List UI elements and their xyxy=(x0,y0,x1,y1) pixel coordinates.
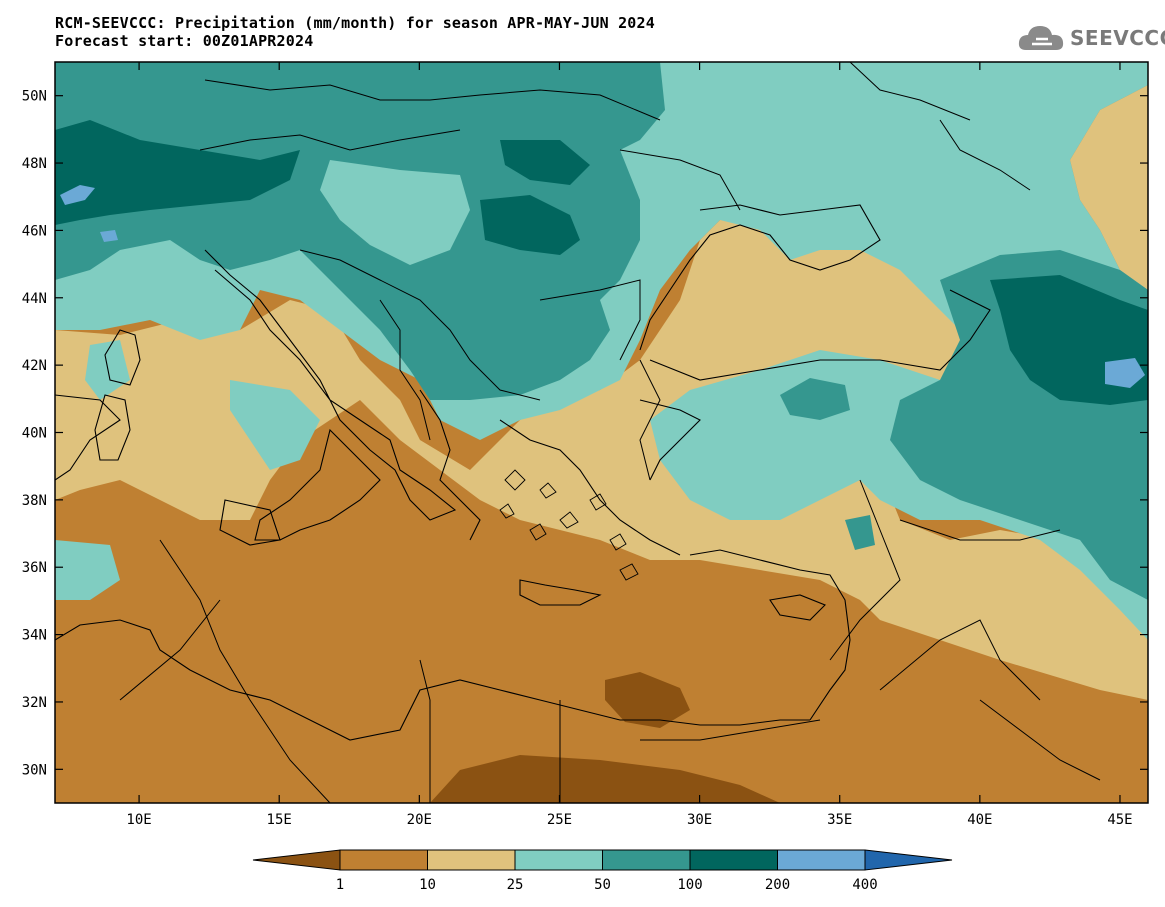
colorbar-label: 400 xyxy=(852,877,877,893)
field-teal-hungary-gap xyxy=(320,160,470,265)
colorbar-swatch xyxy=(339,849,428,871)
y-tick-label: 44N xyxy=(22,291,47,307)
field-blue-caucasus xyxy=(1105,358,1145,388)
colorbar-swatch xyxy=(689,849,778,871)
field-blue-alps-2 xyxy=(100,230,118,242)
field-darkteal-slovakia xyxy=(500,140,590,185)
field-lightteal-west xyxy=(55,540,120,600)
x-tick-label: 10E xyxy=(126,812,151,828)
colorbar-label: 10 xyxy=(419,877,436,893)
y-tick-label: 38N xyxy=(22,493,47,509)
map-title: RCM-SEEVCCC: Precipitation (mm/month) fo… xyxy=(55,14,655,50)
x-tick-label: 15E xyxy=(267,812,292,828)
seevccc-logo: SEEVCCC xyxy=(1018,22,1165,56)
field-tan-north xyxy=(55,200,1148,700)
coastlines xyxy=(55,204,991,741)
x-tick-label: 35E xyxy=(827,812,852,828)
field-darkteal-carpathians xyxy=(480,195,580,255)
y-tick-label: 32N xyxy=(22,695,47,711)
x-tick-label: 45E xyxy=(1107,812,1132,828)
field-darkteal-alps xyxy=(55,120,300,225)
cloud-icon xyxy=(1018,26,1064,50)
country-borders xyxy=(119,62,1101,803)
colorbar: 1 10 25 50 100 200 400 xyxy=(252,849,953,893)
colorbar-swatch xyxy=(427,849,516,871)
precipitation-field xyxy=(55,62,1148,803)
x-tick-label: 20E xyxy=(407,812,432,828)
y-tick-label: 40N xyxy=(22,426,47,442)
x-tick-label: 40E xyxy=(967,812,992,828)
colorbar-label: 1 xyxy=(336,877,344,893)
y-tick-label: 50N xyxy=(22,89,47,105)
logo-text: SEEVCCC xyxy=(1070,26,1165,50)
y-tick-label: 46N xyxy=(22,223,47,239)
colorbar-over-arrow xyxy=(864,849,953,871)
field-blue-alps-1 xyxy=(60,185,95,205)
aegean-islands xyxy=(499,469,639,581)
field-tan-east xyxy=(1070,85,1148,290)
colorbar-under-arrow xyxy=(252,849,341,871)
colorbar-label: 25 xyxy=(507,877,524,893)
field-teal-levant xyxy=(845,515,875,550)
x-tick-label: 30E xyxy=(687,812,712,828)
y-axis: 30N 32N 34N 36N 38N 40N 42N 44N 46N 48N 50N xyxy=(22,89,1148,778)
colorbar-label: 200 xyxy=(765,877,790,893)
colorbar-label: 50 xyxy=(594,877,611,893)
field-lightteal-italy xyxy=(230,380,320,470)
y-tick-label: 48N xyxy=(22,156,47,172)
field-teal-anatolia xyxy=(780,378,850,420)
colorbar-label: 100 xyxy=(677,877,702,893)
x-axis: 10E 15E 20E 25E 30E 35E 40E 45E xyxy=(126,62,1133,828)
y-tick-label: 30N xyxy=(22,762,47,778)
x-tick-label: 25E xyxy=(547,812,572,828)
y-tick-label: 42N xyxy=(22,358,47,374)
colorbar-swatch xyxy=(514,849,603,871)
colorbar-swatch xyxy=(602,849,691,871)
colorbar-swatch xyxy=(777,849,866,871)
y-tick-label: 34N xyxy=(22,628,47,644)
y-tick-label: 36N xyxy=(22,560,47,576)
title-line-1: RCM-SEEVCCC: Precipitation (mm/month) fo… xyxy=(55,14,655,32)
title-line-2: Forecast start: 00Z01APR2024 xyxy=(55,32,314,50)
field-darkbrown-egypt xyxy=(430,755,780,803)
field-darkbrown-libya xyxy=(605,672,690,728)
